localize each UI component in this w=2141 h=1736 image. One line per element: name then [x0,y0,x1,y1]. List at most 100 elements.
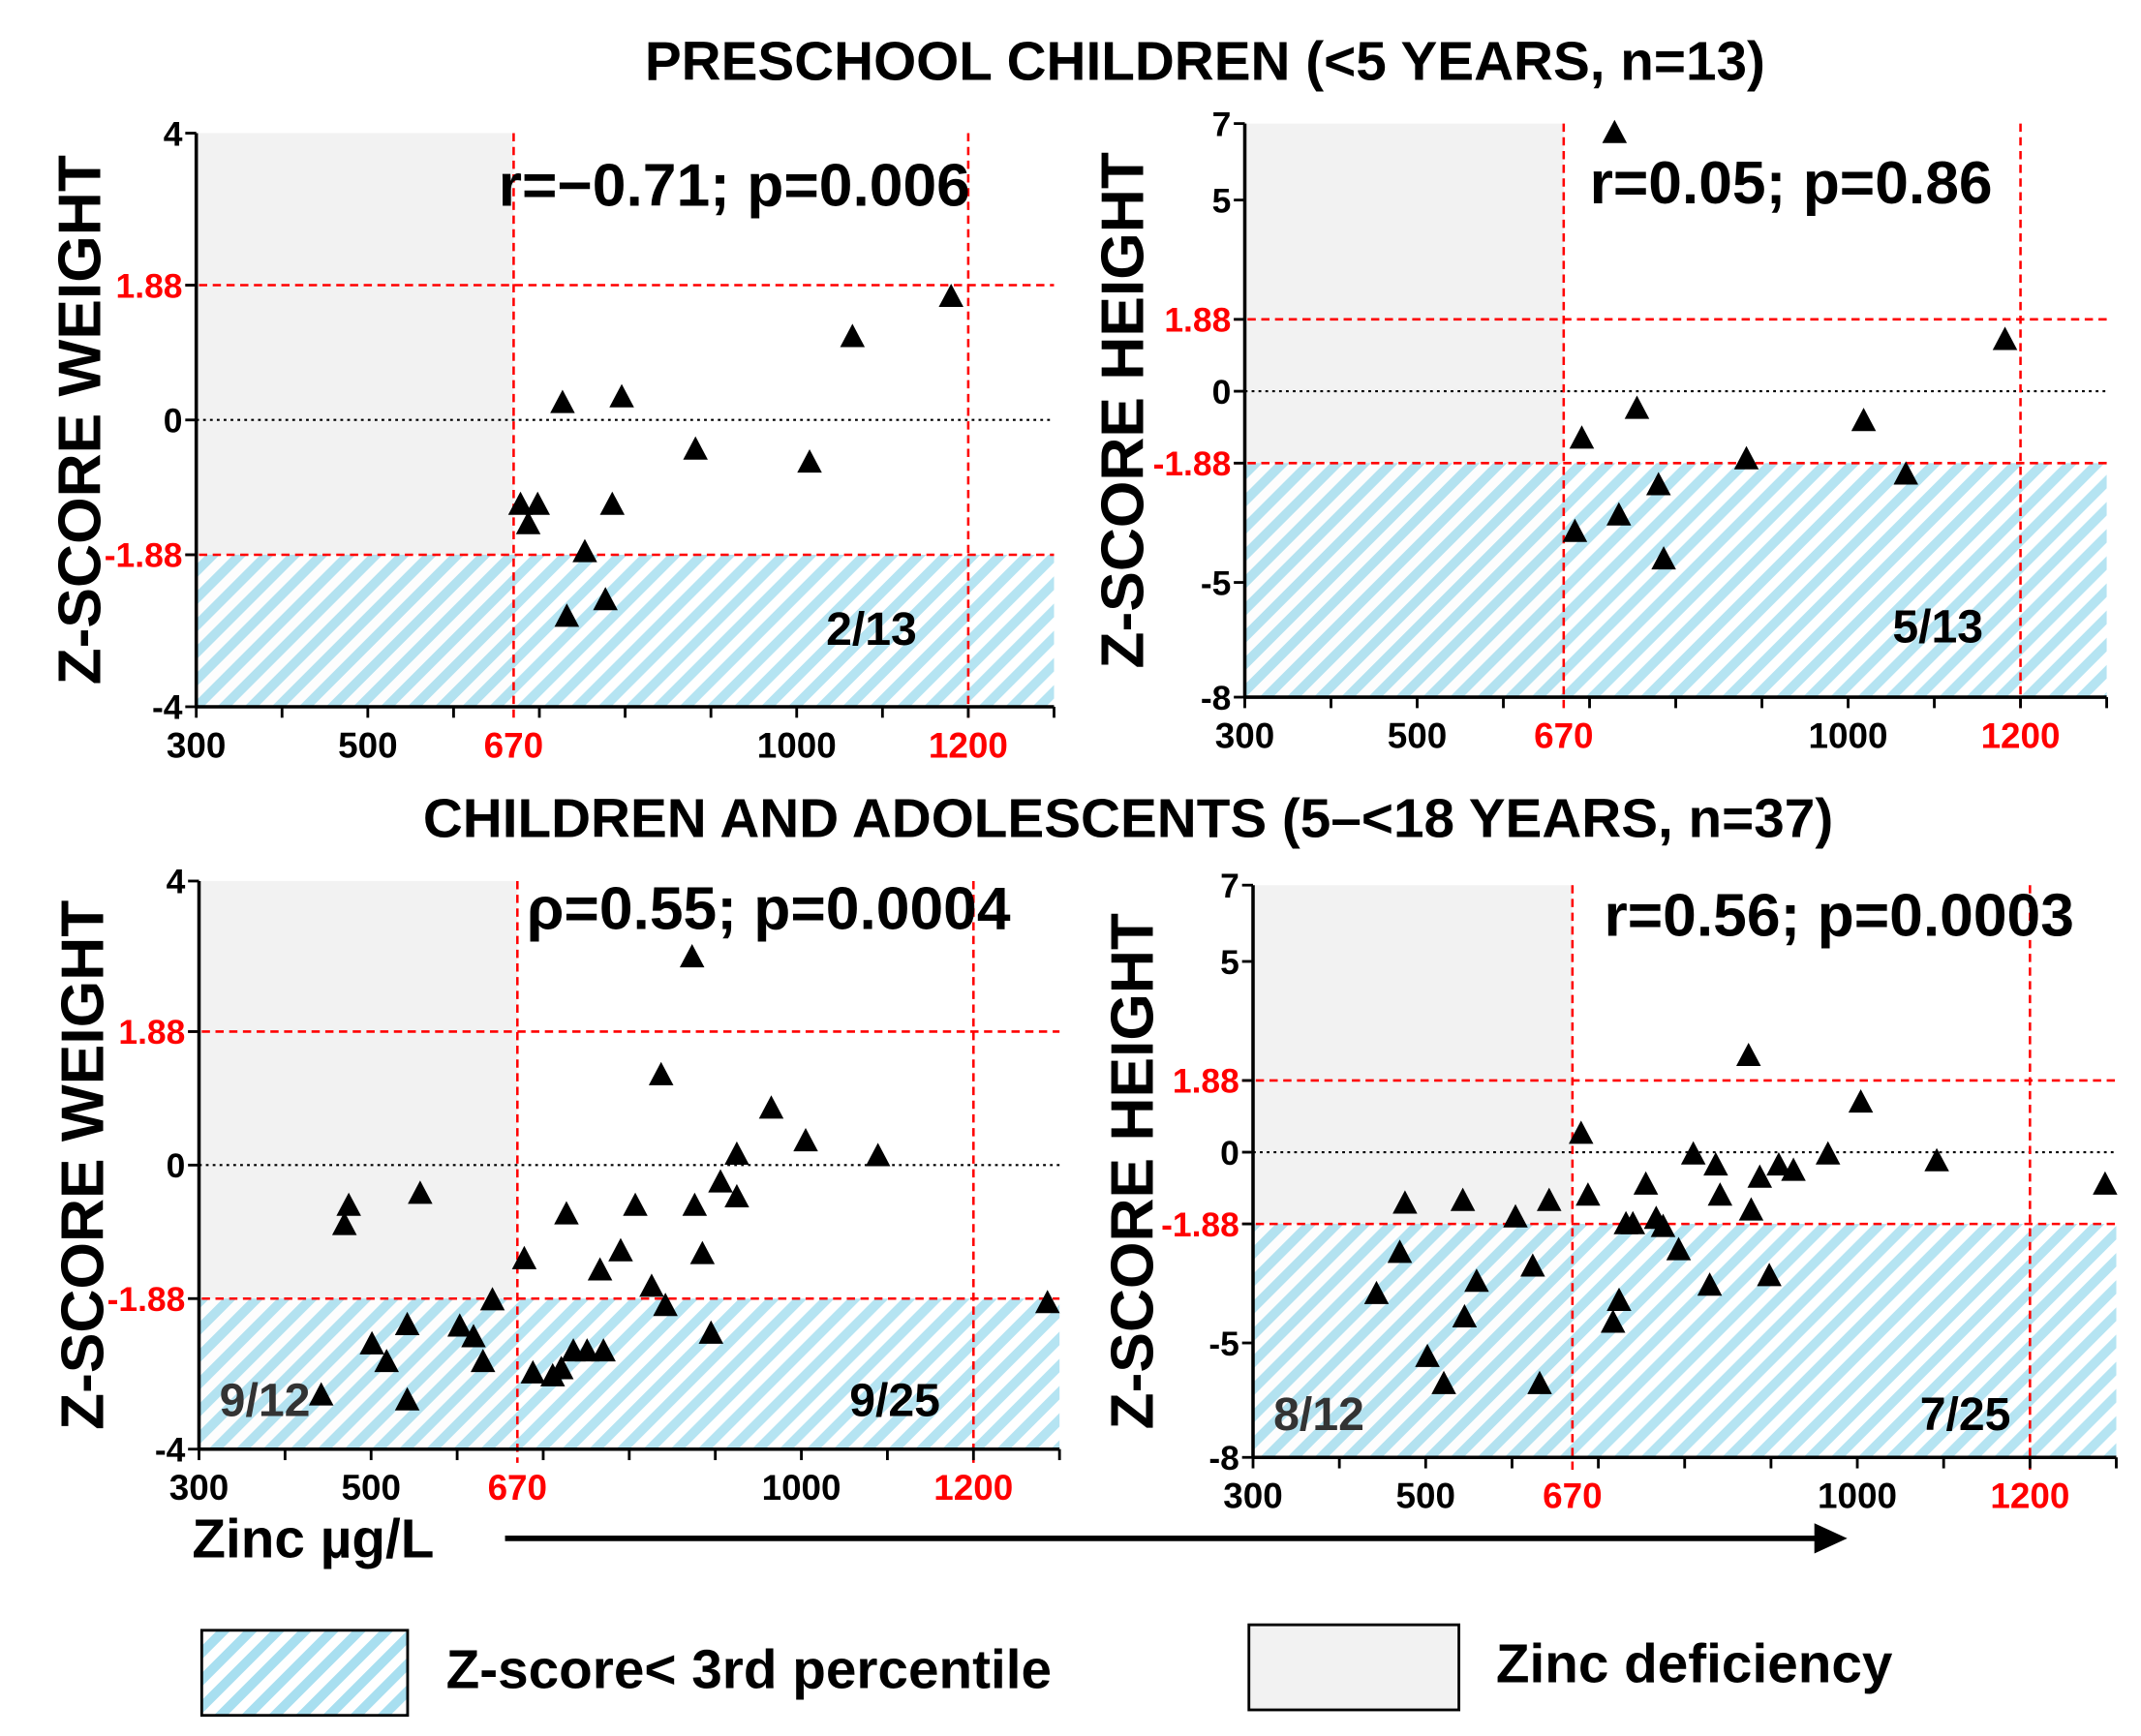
x-tick-label: 300 [1223,1477,1282,1516]
y-tick-label: -1.88 [1161,1205,1239,1244]
low-zscore-region [1244,463,2107,698]
data-point-triangle [1527,1370,1552,1394]
data-point-triangle [1606,1287,1632,1312]
data-point-triangle [1034,1290,1060,1314]
correlation-stat: ρ=0.55; p=0.0004 [527,876,1011,943]
data-point-triangle [682,1192,708,1216]
x-tick-label: 1200 [929,725,1008,765]
data-point-triangle [1924,1147,1949,1172]
data-point-triangle [1850,408,1877,432]
x-tick-label: 300 [169,1468,229,1508]
data-point-triangle [1747,1164,1773,1188]
y-axis-label: Z-SCORE HEIGHT [1090,152,1157,669]
correlation-stat: r=0.56; p=0.0003 [1604,883,2073,950]
section-title-preschool: PRESCHOOL CHILDREN (<5 YEARS, n=13) [645,31,1765,92]
data-point-triangle [574,1338,600,1362]
legend-grey-label: Zinc deficiency [1496,1634,1893,1695]
data-point-triangle [1569,1120,1594,1144]
data-point-triangle [865,1142,891,1167]
y-tick-label: 5 [1212,181,1232,220]
data-point-triangle [609,383,634,408]
y-axis-label: Z-SCORE WEIGHT [49,900,116,1430]
y-tick-label: -5 [1208,1325,1239,1363]
panel-p1: 300 500 670 1000 1200 4 1.88 0 -1.88 -4 Z-SCORE WE… [46,114,1055,765]
data-point-triangle [1766,1152,1791,1176]
data-point-triangle [1387,1239,1413,1264]
data-point-triangle [447,1313,473,1337]
y-tick-label: 1.88 [118,1013,185,1051]
data-point-triangle [471,1349,496,1373]
data-point-triangle [1562,518,1588,542]
data-point-triangle [1666,1236,1692,1261]
legend-grey-swatch [1247,1623,1461,1712]
data-point-triangle [336,1192,361,1216]
data-point-triangle [938,283,963,308]
x-tick-label: 500 [1396,1477,1455,1516]
data-point-triangle [1645,472,1671,496]
data-point-triangle [1815,1141,1841,1165]
data-point-triangle [550,389,575,413]
legend-hatch-label: Z-score< 3rd percentile [446,1639,1052,1700]
data-point-triangle [1992,326,2018,350]
data-point-triangle [394,1386,420,1411]
data-point-triangle [554,603,580,627]
section-title-adolescents: CHILDREN AND ADOLESCENTS (5–<18 YEARS, n… [423,789,1833,850]
x-tick-label: 1200 [1990,1477,2069,1516]
data-point-triangle [683,436,708,460]
x-tick-label: 300 [1215,716,1274,755]
data-point-triangle [1431,1370,1456,1394]
data-point-triangle [689,1240,716,1264]
x-tick-label: 500 [338,725,397,765]
y-tick-label: -5 [1201,563,1231,602]
data-point-triangle [461,1324,486,1348]
data-point-triangle [520,1359,546,1384]
data-point-triangle [554,1201,579,1225]
count-label-left: 8/12 [1273,1388,1364,1441]
count-label-right: 5/13 [1892,600,1983,653]
low-zscore-region [199,1298,1060,1449]
count-label-left: 9/12 [220,1375,311,1427]
data-point-triangle [639,1273,664,1297]
data-point-triangle [1781,1157,1806,1181]
data-point-triangle [1537,1187,1562,1211]
data-point-triangle [1680,1141,1706,1165]
data-point-triangle [1633,1171,1659,1195]
x-tick-label: 1200 [1981,716,2061,755]
panel-p3: 300 500 670 1000 1200 4 1.88 0 -1.88 -4 Z-SCORE WE… [49,863,1061,1508]
data-point-triangle [548,1355,574,1380]
data-point-triangle [1738,1197,1764,1221]
panel-p2: 300 500 670 1000 1200 7 5 1.88 0 -1.88 -5 -8 Z-SCORE… [1090,105,2108,755]
y-tick-label: -1.88 [107,1280,186,1319]
x-tick-label: 670 [488,1468,547,1508]
x-tick-label: 1000 [762,1468,841,1508]
y-tick-label: 0 [1212,373,1232,411]
y-tick-label: 0 [167,1146,186,1185]
data-point-triangle [679,944,705,968]
data-point-triangle [1503,1203,1528,1228]
data-point-triangle [591,1338,616,1362]
data-point-triangle [572,538,597,563]
y-tick-label: 0 [1220,1134,1239,1173]
x-tick-label: 500 [1388,716,1447,755]
data-point-triangle [1464,1268,1489,1293]
data-point-triangle [1363,1280,1390,1304]
y-tick-label: 0 [164,402,183,441]
data-point-triangle [331,1211,357,1235]
data-point-triangle [840,323,866,348]
x-tick-label: 670 [1534,716,1593,755]
y-tick-label: 1.88 [116,266,183,305]
y-tick-label: -1.88 [105,536,183,575]
count-label-right: 2/13 [826,603,917,655]
data-point-triangle [623,1192,648,1216]
count-label-right: 9/25 [849,1375,940,1427]
data-point-triangle [374,1349,399,1373]
x-tick-label: 1200 [933,1468,1013,1508]
y-tick-label: 1.88 [1164,301,1231,340]
data-point-triangle [1757,1263,1782,1287]
x-tick-label: 1000 [1809,716,1888,755]
correlation-stat: r=−0.71; p=0.006 [499,153,970,220]
data-point-triangle [599,491,626,515]
data-point-triangle [1735,1042,1761,1067]
data-point-triangle [1600,1309,1626,1333]
